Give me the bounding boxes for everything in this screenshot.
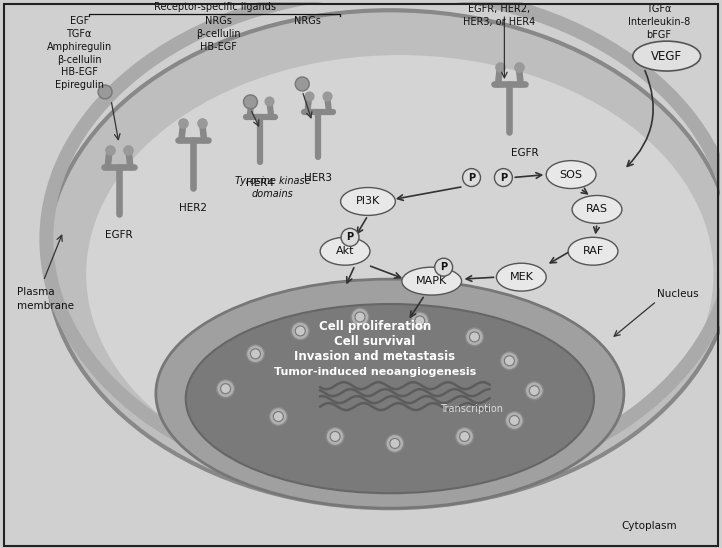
Text: P: P [500, 173, 507, 182]
Ellipse shape [402, 267, 461, 295]
Circle shape [505, 356, 514, 366]
Text: NRGs
β-cellulin
HB-EGF: NRGs β-cellulin HB-EGF [196, 16, 241, 52]
Ellipse shape [320, 237, 370, 265]
Text: P: P [468, 173, 475, 182]
Circle shape [295, 77, 309, 91]
Ellipse shape [568, 237, 618, 265]
Text: RAF: RAF [583, 246, 604, 256]
Circle shape [217, 380, 235, 398]
Ellipse shape [186, 304, 594, 493]
Circle shape [411, 312, 429, 330]
Text: VEGF: VEGF [651, 49, 682, 62]
Text: RAS: RAS [586, 204, 608, 214]
Text: Receptor-specific ligands: Receptor-specific ligands [154, 2, 276, 12]
Text: Cell proliferation: Cell proliferation [319, 321, 431, 333]
Text: P: P [347, 232, 354, 242]
Circle shape [295, 326, 305, 336]
Circle shape [529, 386, 539, 396]
Text: TGFα
Interleukin-8
bFGF: TGFα Interleukin-8 bFGF [627, 4, 690, 40]
Text: EGFR: EGFR [105, 230, 133, 241]
Ellipse shape [572, 196, 622, 224]
Text: P: P [440, 262, 447, 272]
Text: Tyrosine kinase
domains: Tyrosine kinase domains [235, 176, 310, 199]
Ellipse shape [156, 279, 624, 508]
Circle shape [251, 349, 261, 359]
Ellipse shape [547, 161, 596, 189]
Circle shape [463, 169, 481, 186]
Text: MEK: MEK [510, 272, 534, 282]
Text: Cell survival: Cell survival [334, 335, 416, 349]
Circle shape [355, 312, 365, 322]
Text: Invasion and metastasis: Invasion and metastasis [295, 350, 456, 363]
Text: EGFR: EGFR [511, 148, 539, 158]
Ellipse shape [497, 263, 547, 291]
Circle shape [386, 435, 404, 453]
Ellipse shape [86, 55, 713, 493]
Circle shape [526, 382, 543, 399]
Text: SOS: SOS [560, 169, 583, 180]
Text: Cytoplasm: Cytoplasm [621, 521, 677, 531]
Text: Transcription: Transcription [440, 403, 503, 414]
Circle shape [460, 431, 469, 442]
Circle shape [246, 345, 264, 363]
Circle shape [269, 408, 287, 425]
Text: PI3K: PI3K [356, 197, 380, 207]
Circle shape [435, 258, 453, 276]
Text: Nucleus: Nucleus [657, 289, 698, 299]
Circle shape [500, 352, 518, 370]
Circle shape [390, 438, 400, 448]
Text: HER2: HER2 [179, 203, 206, 214]
Circle shape [243, 95, 258, 109]
Text: EGF
TGFα
Amphiregulin
β-cellulin
HB-EGF
Epiregulin: EGF TGFα Amphiregulin β-cellulin HB-EGF … [46, 16, 112, 90]
Text: Plasma
membrane: Plasma membrane [17, 288, 74, 311]
Text: MAPK: MAPK [416, 276, 448, 286]
Circle shape [495, 169, 513, 186]
Text: NRGs: NRGs [294, 16, 321, 26]
Ellipse shape [633, 41, 700, 71]
Circle shape [469, 332, 479, 342]
Circle shape [505, 412, 523, 430]
Circle shape [221, 384, 230, 393]
Circle shape [341, 229, 359, 246]
Circle shape [456, 427, 474, 446]
Circle shape [274, 412, 283, 421]
Ellipse shape [341, 187, 396, 215]
Circle shape [326, 427, 344, 446]
Circle shape [351, 308, 369, 326]
Text: Tumor-induced neoangiogenesis: Tumor-induced neoangiogenesis [274, 367, 476, 376]
Circle shape [291, 322, 309, 340]
Circle shape [414, 316, 425, 326]
Ellipse shape [46, 10, 722, 508]
Text: Akt: Akt [336, 246, 355, 256]
Text: HER4: HER4 [246, 178, 274, 187]
Circle shape [98, 85, 112, 99]
Text: EGFR, HER2,
HER3, or HER4: EGFR, HER2, HER3, or HER4 [464, 4, 536, 27]
Circle shape [466, 328, 484, 346]
Circle shape [330, 431, 340, 442]
Circle shape [510, 415, 519, 425]
Text: HER3: HER3 [304, 173, 332, 182]
